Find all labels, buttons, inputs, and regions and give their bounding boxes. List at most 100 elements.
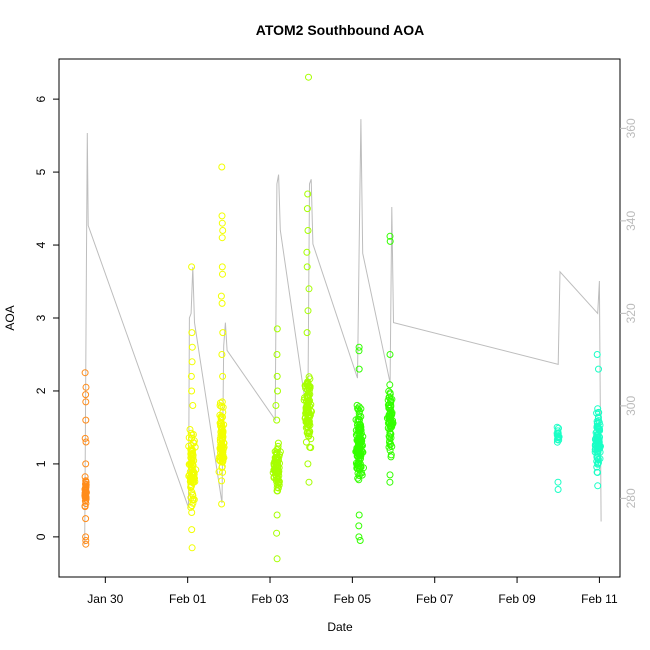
data-point: [217, 419, 225, 427]
data-point: [187, 473, 194, 481]
data-point: [386, 441, 394, 449]
data-point: [82, 490, 89, 498]
data-point: [357, 437, 365, 445]
data-point: [82, 483, 90, 491]
data-point: [274, 442, 282, 450]
data-point: [190, 469, 198, 477]
data-point: [355, 533, 363, 541]
data-point: [186, 468, 194, 476]
data-point: [274, 475, 282, 483]
data-point: [274, 484, 282, 492]
data-point: [593, 448, 601, 456]
data-point: [304, 307, 312, 315]
data-point: [82, 383, 90, 391]
data-point: [274, 468, 282, 476]
data-point: [553, 436, 561, 444]
data-point: [594, 405, 602, 413]
data-point: [217, 441, 225, 449]
y2-tick-label: 280: [624, 488, 638, 508]
data-point: [595, 424, 602, 432]
data-point: [594, 460, 602, 468]
data-point: [595, 365, 602, 373]
data-point: [219, 408, 227, 416]
data-point: [355, 365, 363, 373]
data-point: [82, 533, 90, 541]
y-tick-label: 5: [34, 168, 48, 175]
data-point: [305, 373, 313, 381]
data-point: [594, 434, 602, 442]
data-point: [218, 435, 226, 443]
data-point: [218, 351, 226, 358]
data-point: [386, 478, 394, 486]
scatter-points: [81, 73, 604, 563]
data-point: [82, 515, 90, 523]
data-point: [593, 419, 601, 427]
data-point: [81, 369, 89, 377]
data-point: [188, 544, 196, 552]
data-point: [219, 372, 227, 380]
chart-title: ATOM2 Southbound AOA: [256, 22, 425, 38]
data-point: [304, 460, 312, 468]
data-point: [593, 457, 601, 465]
data-point: [274, 445, 282, 453]
data-point: [189, 439, 197, 447]
data-point: [219, 448, 227, 456]
data-point: [219, 270, 226, 278]
data-point: [190, 496, 198, 504]
data-point: [81, 502, 89, 510]
data-point: [273, 351, 281, 358]
data-point: [218, 163, 226, 171]
data-point: [303, 263, 311, 271]
data-point: [353, 464, 361, 472]
data-point: [555, 424, 562, 432]
data-point: [270, 460, 278, 468]
data-point: [273, 511, 281, 519]
data-point: [217, 292, 225, 300]
data-point: [189, 402, 197, 409]
data-point: [302, 438, 310, 446]
data-point: [81, 486, 89, 494]
data-point: [593, 422, 601, 430]
data-point: [273, 555, 281, 563]
data-point: [189, 499, 197, 507]
y-tick-label: 1: [34, 460, 48, 467]
data-point: [352, 416, 360, 424]
data-point: [594, 431, 602, 439]
data-point: [307, 407, 315, 415]
data-point: [188, 474, 196, 482]
data-point: [82, 537, 90, 544]
data-point: [218, 500, 226, 508]
data-point: [355, 511, 363, 519]
data-point: [272, 402, 280, 409]
data-point: [189, 461, 196, 468]
data-point: [219, 428, 227, 436]
data-point: [187, 503, 195, 511]
data-point: [306, 428, 314, 435]
data-point: [274, 387, 281, 395]
data-point: [355, 451, 363, 459]
y-tick-label: 3: [34, 314, 48, 321]
data-point: [188, 457, 196, 465]
data-point: [355, 347, 363, 355]
y2-tick-label: 340: [624, 211, 638, 231]
x-tick-label: Feb 05: [334, 592, 372, 606]
line-series-path: [84, 119, 602, 545]
data-point: [218, 234, 226, 242]
y-axis-right: 280 300 320 340 360: [620, 118, 638, 508]
data-point: [553, 423, 561, 431]
data-point: [218, 431, 226, 439]
data-point: [272, 449, 280, 457]
data-point: [356, 537, 364, 544]
data-point: [82, 391, 90, 399]
data-point: [386, 471, 394, 479]
data-point: [385, 404, 393, 412]
data-point: [353, 452, 361, 460]
x-tick-label: Jan 30: [87, 592, 123, 606]
data-point: [82, 493, 90, 501]
data-point: [384, 419, 392, 427]
x-tick-label: Feb 01: [169, 592, 207, 606]
data-point: [188, 387, 196, 395]
data-point: [82, 540, 90, 548]
data-point: [218, 458, 226, 466]
data-point: [275, 479, 283, 487]
